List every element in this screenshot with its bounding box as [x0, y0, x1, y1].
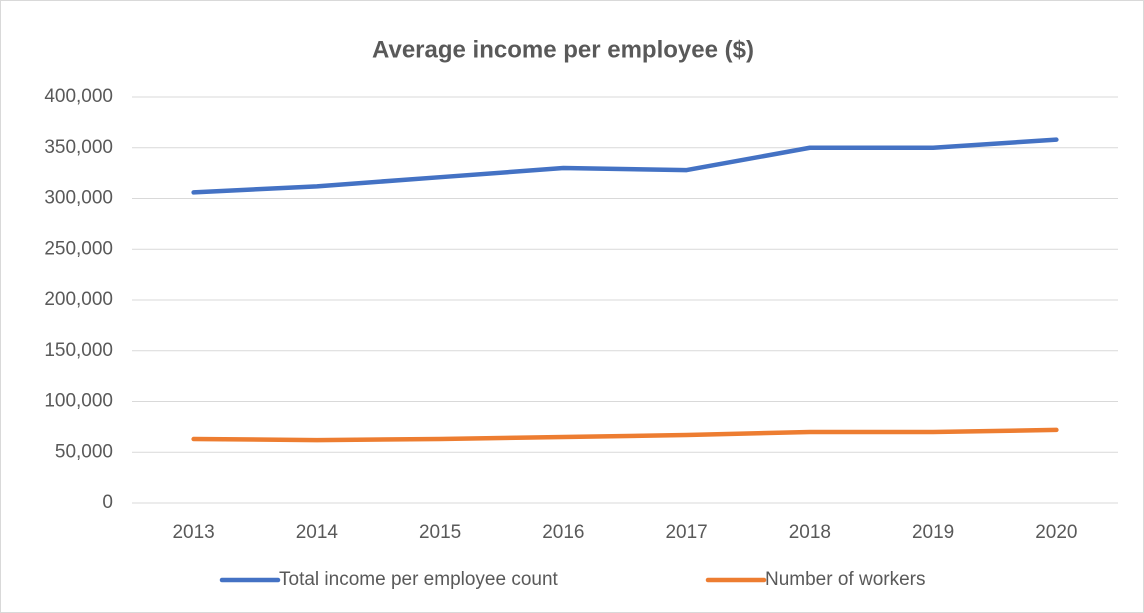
- legend-label: Number of workers: [765, 569, 926, 590]
- x-tick-label: 2018: [789, 522, 831, 543]
- y-tick-label: 150,000: [44, 340, 113, 361]
- y-tick-label: 100,000: [44, 391, 113, 412]
- x-tick-label: 2019: [912, 522, 954, 543]
- x-tick-label: 2013: [172, 522, 214, 543]
- x-tick-label: 2020: [1035, 522, 1077, 543]
- legend-label: Total income per employee count: [279, 569, 559, 590]
- y-tick-label: 400,000: [44, 86, 113, 107]
- y-tick-label: 300,000: [44, 188, 113, 209]
- x-tick-label: 2014: [296, 522, 339, 543]
- x-tick-label: 2017: [665, 522, 707, 543]
- line-series: [191, 427, 1059, 443]
- y-tick-label: 0: [102, 492, 113, 513]
- x-tick-label: 2015: [419, 522, 461, 543]
- y-tick-label: 200,000: [44, 289, 113, 310]
- chart-title: Average income per employee ($): [372, 36, 754, 63]
- y-tick-label: 350,000: [44, 137, 113, 158]
- y-tick-label: 250,000: [44, 238, 113, 259]
- y-tick-label: 50,000: [55, 441, 113, 462]
- line-series: [191, 137, 1059, 195]
- x-tick-label: 2016: [542, 522, 584, 543]
